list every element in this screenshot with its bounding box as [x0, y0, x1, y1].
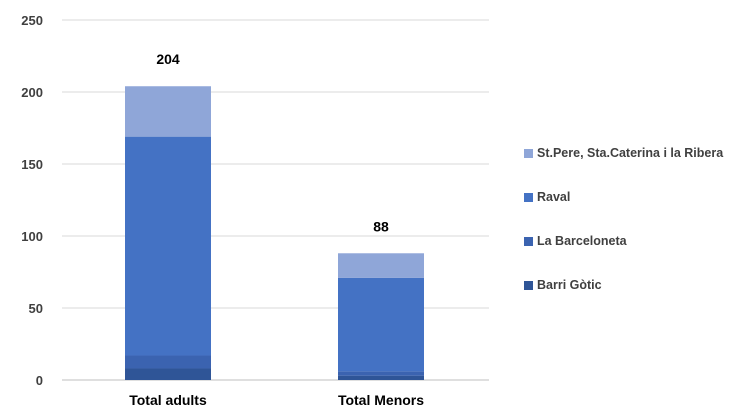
legend-swatch	[524, 236, 533, 246]
bar-segment	[125, 86, 211, 137]
x-tick-label: Total adults	[129, 392, 207, 408]
legend-item: St.Pere, Sta.Caterina i la Ribera	[524, 146, 723, 160]
y-tick-label: 0	[36, 373, 43, 388]
total-labels: 204 88	[156, 51, 389, 234]
y-tick-label: 250	[21, 13, 43, 28]
legend-label: La Barceloneta	[537, 234, 627, 248]
legend-swatch	[524, 280, 533, 290]
bar-segment	[338, 375, 424, 380]
legend-item: Barri Gòtic	[524, 278, 602, 292]
total-label: 204	[156, 51, 180, 67]
y-tick-label: 150	[21, 157, 43, 172]
legend-label: St.Pere, Sta.Caterina i la Ribera	[537, 146, 724, 160]
y-axis: 0 50 100 150 200 250	[21, 13, 43, 388]
x-tick-label: Total Menors	[338, 392, 424, 408]
bar-segment	[125, 136, 211, 356]
total-label: 88	[373, 218, 389, 234]
legend-item: La Barceloneta	[524, 234, 627, 248]
bar-segment	[338, 253, 424, 278]
legend-label: Barri Gòtic	[537, 278, 602, 292]
bar-segment	[338, 277, 424, 372]
y-tick-label: 50	[29, 301, 43, 316]
bar-segment	[338, 371, 424, 376]
y-tick-label: 100	[21, 229, 43, 244]
x-axis: Total adults Total Menors	[129, 392, 424, 408]
legend-label: Raval	[537, 190, 571, 204]
legend-swatch	[524, 192, 533, 202]
bars	[125, 86, 424, 380]
y-tick-label: 200	[21, 85, 43, 100]
legend-item: Raval	[524, 190, 570, 204]
bar-segment	[125, 368, 211, 380]
bar-segment	[125, 355, 211, 369]
legend-swatch	[524, 148, 533, 158]
